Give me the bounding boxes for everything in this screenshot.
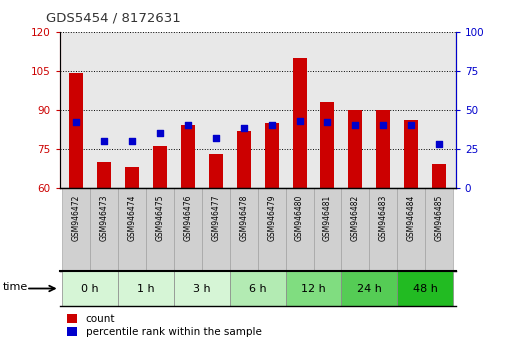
Bar: [146, 188, 174, 271]
Bar: [181, 125, 195, 188]
Text: 48 h: 48 h: [413, 284, 438, 293]
Bar: [125, 167, 139, 188]
Point: [240, 126, 248, 131]
Text: 24 h: 24 h: [357, 284, 382, 293]
Text: GSM946477: GSM946477: [211, 194, 220, 241]
Bar: [62, 271, 118, 306]
Point: [156, 130, 164, 136]
Bar: [62, 188, 90, 271]
Bar: [202, 188, 230, 271]
Text: GSM946485: GSM946485: [435, 194, 443, 241]
Bar: [97, 162, 111, 188]
Text: 3 h: 3 h: [193, 284, 211, 293]
Bar: [369, 188, 397, 271]
Point: [128, 138, 136, 144]
Legend: count, percentile rank within the sample: count, percentile rank within the sample: [65, 312, 264, 339]
Point: [267, 122, 276, 128]
Point: [323, 119, 332, 125]
Bar: [341, 188, 369, 271]
Text: GSM946484: GSM946484: [407, 194, 415, 241]
Bar: [341, 271, 397, 306]
Text: GDS5454 / 8172631: GDS5454 / 8172631: [46, 12, 181, 25]
Bar: [209, 154, 223, 188]
Text: time: time: [3, 282, 28, 292]
Point: [351, 122, 359, 128]
Text: GSM946481: GSM946481: [323, 194, 332, 240]
Bar: [258, 188, 285, 271]
Bar: [397, 271, 453, 306]
Bar: [174, 271, 230, 306]
Point: [72, 119, 80, 125]
Bar: [425, 188, 453, 271]
Text: 0 h: 0 h: [81, 284, 99, 293]
Text: 12 h: 12 h: [301, 284, 326, 293]
Bar: [404, 120, 418, 188]
Text: GSM946476: GSM946476: [183, 194, 193, 241]
Bar: [118, 271, 174, 306]
Point: [435, 141, 443, 147]
Point: [212, 135, 220, 141]
Point: [379, 122, 387, 128]
Point: [295, 118, 304, 124]
Bar: [376, 110, 390, 188]
Bar: [293, 58, 307, 188]
Text: 6 h: 6 h: [249, 284, 267, 293]
Point: [407, 122, 415, 128]
Bar: [349, 110, 363, 188]
Text: GSM946473: GSM946473: [100, 194, 109, 241]
Bar: [265, 123, 279, 188]
Text: GSM946480: GSM946480: [295, 194, 304, 241]
Bar: [230, 188, 258, 271]
Bar: [153, 146, 167, 188]
Bar: [397, 188, 425, 271]
Bar: [230, 271, 285, 306]
Text: GSM946482: GSM946482: [351, 194, 360, 240]
Text: GSM946472: GSM946472: [72, 194, 81, 241]
Bar: [313, 188, 341, 271]
Bar: [285, 271, 341, 306]
Bar: [174, 188, 202, 271]
Bar: [69, 73, 83, 188]
Bar: [432, 164, 446, 188]
Bar: [321, 102, 335, 188]
Text: GSM946483: GSM946483: [379, 194, 388, 241]
Text: GSM946478: GSM946478: [239, 194, 248, 241]
Point: [100, 138, 108, 144]
Text: GSM946475: GSM946475: [155, 194, 165, 241]
Bar: [237, 131, 251, 188]
Point: [184, 122, 192, 128]
Bar: [118, 188, 146, 271]
Text: 1 h: 1 h: [137, 284, 155, 293]
Bar: [90, 188, 118, 271]
Bar: [285, 188, 313, 271]
Text: GSM946474: GSM946474: [127, 194, 137, 241]
Text: GSM946479: GSM946479: [267, 194, 276, 241]
